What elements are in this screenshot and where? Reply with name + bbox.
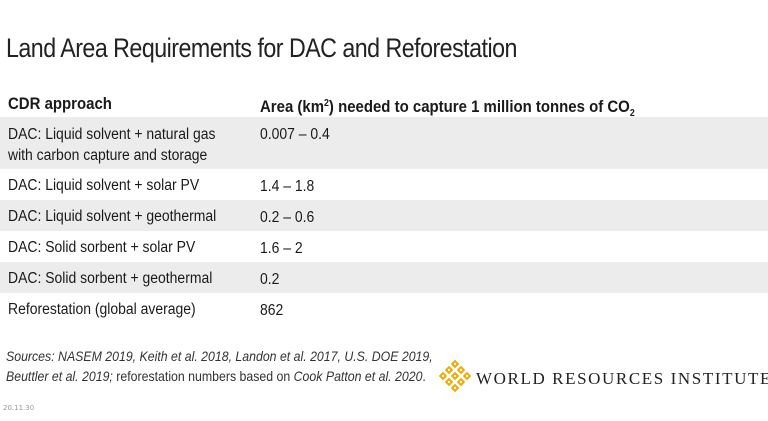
area-cell: 0.007 – 0.4 [260, 126, 330, 143]
land-area-table: CDR approach Area (km2) needed to captur… [0, 87, 768, 325]
header-area-sup: 2 [324, 98, 329, 109]
approach-cell: DAC: Solid sorbent + geothermal [8, 270, 213, 287]
sources-line-1: Sources: NASEM 2019, Keith et al. 2018, … [6, 348, 433, 364]
table-row: DAC: Solid sorbent + solar PV 1.6 – 2 [0, 231, 768, 262]
area-cell: 0.2 – 0.6 [260, 209, 315, 226]
sources-line-2-italic-2: Cook Patton et al. 2020 [293, 368, 423, 384]
table-row: DAC: Liquid solvent + solar PV 1.4 – 1.8 [0, 169, 768, 200]
graphic-code: 20.11.30 [3, 404, 35, 412]
sources-note: Sources: NASEM 2019, Keith et al. 2018, … [6, 346, 433, 386]
approach-cell: DAC: Liquid solvent + natural gas with c… [8, 124, 215, 166]
table-header-row: CDR approach Area (km2) needed to captur… [0, 87, 768, 119]
area-cell: 0.2 [260, 271, 280, 288]
sources-line-2-italic: Beuttler et al. 2019; [6, 368, 113, 384]
approach-line-1: DAC: Liquid solvent + natural gas [8, 126, 216, 143]
approach-line-2: with carbon capture and storage [8, 147, 208, 164]
table-row: Reforestation (global average) 862 [0, 293, 768, 325]
approach-cell: Reforestation (global average) [8, 301, 196, 318]
table-row: DAC: Liquid solvent + natural gas with c… [0, 117, 768, 169]
sources-line-2-plain: reforestation numbers based on [112, 368, 294, 384]
sources-line-2-end: . [422, 368, 426, 384]
approach-cell: DAC: Liquid solvent + solar PV [8, 177, 200, 194]
area-cell: 862 [260, 302, 284, 319]
approach-cell: DAC: Solid sorbent + solar PV [8, 239, 196, 256]
header-approach: CDR approach [8, 94, 112, 113]
header-area-prefix: Area (km [260, 97, 325, 116]
table-row: DAC: Liquid solvent + geothermal 0.2 – 0… [0, 200, 768, 231]
organization-name: WORLD RESOURCES INSTITUTE [476, 369, 768, 388]
table-row: DAC: Solid sorbent + geothermal 0.2 [0, 262, 768, 293]
area-cell: 1.4 – 1.8 [260, 178, 315, 195]
page-title: Land Area Requirements for DAC and Refor… [6, 33, 517, 63]
area-cell: 1.6 – 2 [260, 240, 303, 257]
wri-lattice-logo-icon [438, 360, 472, 393]
header-area-sub: 2 [629, 108, 635, 119]
approach-cell: DAC: Liquid solvent + geothermal [8, 208, 217, 225]
header-area-middle: ) needed to capture 1 million tonnes of … [328, 97, 630, 116]
header-area: Area (km2) needed to capture 1 million t… [260, 93, 635, 124]
